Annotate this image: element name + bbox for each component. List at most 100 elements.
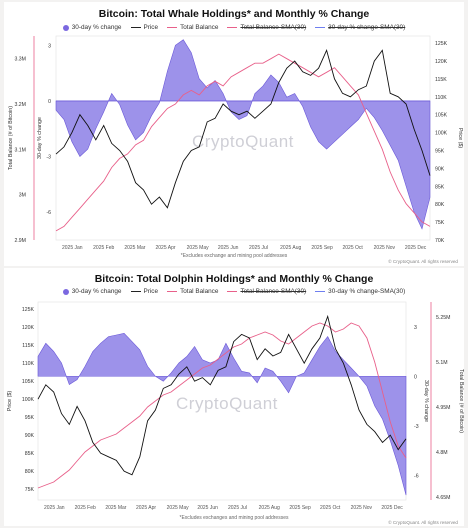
- chart-title: Bitcoin: Total Dolphin Holdings* and Mon…: [94, 273, 374, 285]
- price-line: [55, 48, 431, 209]
- x-tick-label: 2025 Mar: [105, 505, 126, 511]
- x-tick-label: 2025 Aug: [280, 245, 301, 251]
- x-tick-label: 2025 Sep: [289, 505, 311, 511]
- pct-change-area: [55, 39, 431, 230]
- total-balance-line: [55, 53, 431, 232]
- whale-chart-plot: 2025 Jan 2025 Feb 2025 Mar 2025 Apr 2025 May…: [8, 35, 463, 251]
- legend-item-balance[interactable]: Total Balance: [167, 288, 218, 295]
- pct-tick-label: -6: [46, 210, 51, 216]
- left-tick-label: 120K: [22, 325, 35, 331]
- x-tick-label: 2025 Feb: [75, 505, 96, 511]
- right-tick-label: 5.25M: [436, 315, 450, 321]
- legend-item-balance-sma[interactable]: Total Balance-SMA(30): [227, 24, 306, 31]
- right-tick-label: 4.95M: [436, 405, 450, 411]
- chart-footnote: *Excludes exchange and mining pool addre…: [180, 253, 288, 259]
- plot-frame: [55, 35, 431, 241]
- right-tick-label: 110K: [435, 95, 447, 101]
- right-tick-label: 125K: [435, 41, 448, 47]
- left-tick-label: 3.1M: [14, 147, 26, 153]
- pct-tick-label: -6: [414, 473, 419, 479]
- x-tick-label: 2025 May: [167, 505, 189, 511]
- right-tick-label: 4.65M: [436, 495, 450, 501]
- x-tick-label: 2025 Apr: [156, 245, 176, 251]
- legend-dot-icon: [62, 288, 69, 295]
- legend-item-pct-sma[interactable]: 30-day % change-SMA(30): [315, 24, 405, 31]
- x-tick-label: 2025 Dec: [381, 505, 403, 511]
- left-axis-title: Total Balance (# of Bitcoin): [8, 106, 14, 170]
- right-tick-label: 115K: [435, 77, 447, 83]
- chart-legend: 30-day % change Price Total Balance Tota…: [4, 288, 464, 295]
- legend-line-icon: [130, 291, 141, 292]
- legend-line-icon: [315, 291, 326, 292]
- right-tick-label: 4.8M: [436, 450, 448, 456]
- right-tick-label: 105K: [435, 113, 448, 119]
- chart-title: Bitcoin: Total Whale Holdings* and Month…: [98, 8, 370, 20]
- dolphin-chart-panel: Bitcoin: Total Dolphin Holdings* and Mon…: [4, 268, 464, 526]
- x-tick-label: 2025 Jul: [249, 245, 268, 251]
- pct-change-area: [37, 332, 407, 496]
- x-tick-label: 2025 Jan: [44, 505, 65, 511]
- right-tick-label: 80K: [435, 202, 445, 208]
- right-axis-title: Price ($): [457, 128, 463, 149]
- x-tick-label: 2025 Oct: [343, 245, 364, 251]
- dolphin-chart-plot: 2025 Jan 2025 Feb 2025 Mar 2025 Apr 2025 May…: [7, 301, 464, 511]
- chart-legend: 30-day % change Price Total Balance Tota…: [4, 24, 464, 31]
- whale-chart-panel: Bitcoin: Total Whale Holdings* and Month…: [4, 2, 464, 266]
- total-balance-line: [37, 322, 407, 489]
- left-tick-label: 2.9M: [14, 238, 26, 244]
- legend-item-balance-sma[interactable]: Total Balance-SMA(30): [227, 288, 306, 295]
- pct-tick-label: 0: [414, 374, 417, 380]
- left-tick-label: 85K: [25, 451, 35, 457]
- x-tick-label: 2025 Jan: [62, 245, 83, 251]
- x-tick-label: 2025 Jun: [197, 505, 218, 511]
- left-tick-label: 125K: [22, 307, 35, 313]
- legend-item-balance[interactable]: Total Balance: [167, 24, 218, 31]
- right-tick-label: 5.1M: [436, 360, 448, 366]
- watermark: CryptoQuant: [192, 132, 294, 151]
- left-axis-title: Price ($): [7, 391, 13, 412]
- x-tick-label: 2025 Nov: [374, 245, 396, 251]
- pct-tick-label: 3: [48, 43, 51, 49]
- right-tick-label: 120K: [435, 59, 448, 65]
- pct-tick-label: -3: [46, 155, 51, 161]
- right-axis-title: Total Balance (# of Bitcoin): [458, 369, 464, 433]
- price-line: [37, 314, 407, 476]
- x-tick-label: 2025 Feb: [93, 245, 114, 251]
- left-tick-label: 80K: [25, 469, 35, 475]
- left-tick-label: 3.3M: [14, 57, 26, 63]
- left-tick-label: 3.2M: [14, 102, 26, 108]
- chart-credit: © CryptoQuant. All rights reserved: [388, 520, 458, 525]
- x-tick-label: 2025 May: [187, 245, 209, 251]
- legend-item-price[interactable]: Price: [130, 24, 158, 31]
- pct-tick-label: -3: [414, 424, 419, 430]
- left-tick-label: 105K: [22, 379, 35, 385]
- x-tick-label: 2025 Apr: [136, 505, 156, 511]
- legend-line-icon: [227, 291, 238, 292]
- x-tick-label: 2025 Nov: [351, 505, 373, 511]
- left-tick-label: 95K: [25, 415, 35, 421]
- x-tick-label: 2025 Aug: [259, 505, 280, 511]
- legend-item-pct[interactable]: 30-day % change: [62, 24, 122, 31]
- left-tick-label: 3M: [19, 193, 26, 199]
- x-tick-label: 2025 Jul: [228, 505, 247, 511]
- x-tick-label: 2025 Dec: [405, 245, 427, 251]
- watermark: CryptoQuant: [176, 394, 278, 413]
- legend-item-price[interactable]: Price: [130, 288, 158, 295]
- left-tick-label: 110K: [22, 361, 34, 367]
- pct-tick-label: 3: [414, 325, 417, 331]
- pct-tick-label: 0: [48, 99, 51, 105]
- legend-line-icon: [130, 27, 141, 28]
- pct-axis-title: 30-day % change: [423, 380, 429, 422]
- pct-axis-title: 30-day % change: [37, 117, 43, 159]
- plot-frame: [37, 301, 407, 501]
- right-tick-label: 95K: [435, 149, 445, 155]
- right-tick-label: 85K: [435, 184, 445, 190]
- x-tick-label: 2025 Mar: [124, 245, 145, 251]
- x-tick-label: 2025 Sep: [311, 245, 333, 251]
- legend-item-pct[interactable]: 30-day % change: [62, 288, 122, 295]
- legend-dot-icon: [62, 24, 69, 31]
- left-tick-label: 100K: [22, 397, 35, 403]
- legend-item-pct-sma[interactable]: 30-day % change-SMA(30): [315, 288, 405, 295]
- right-tick-label: 90K: [435, 166, 445, 172]
- left-tick-label: 75K: [25, 487, 35, 493]
